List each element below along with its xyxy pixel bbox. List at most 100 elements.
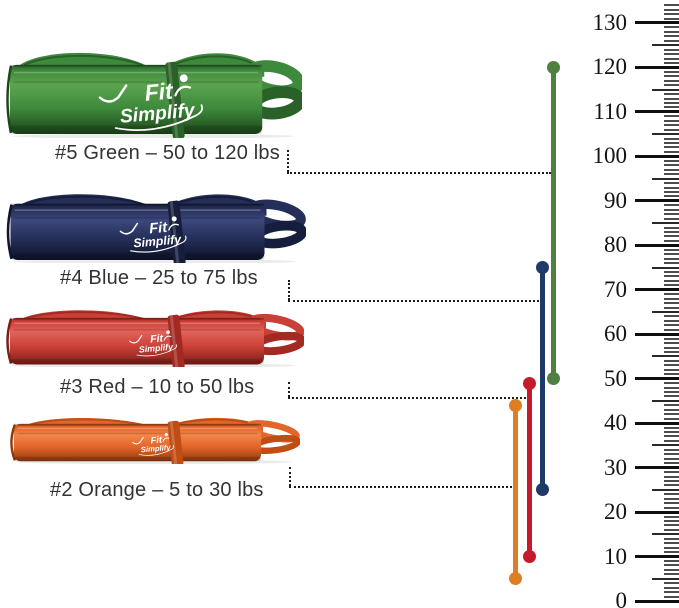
ruler-minor-tick [664,253,679,256]
logo-bird-icon [119,222,139,235]
ruler-number: 120 [592,54,628,80]
ruler-major-tick [635,199,679,203]
ruler-minor-tick [664,506,679,509]
range-endpoint-blue [535,483,549,497]
ruler-minor-tick [664,235,679,238]
range-endpoint-blue [535,261,549,275]
ruler-minor-tick [664,568,679,571]
ruler-minor-tick [664,546,679,549]
ruler-minor-tick [664,262,679,265]
range-line-green [550,67,556,379]
ruler-minor-tick [664,471,679,474]
ruler-minor-tick [664,573,679,576]
ruler-minor-tick [664,39,679,42]
ruler-minor-tick [664,257,679,260]
ruler-minor-tick [664,479,679,482]
ruler-minor-tick [664,359,679,362]
ruler-number: 100 [592,143,628,169]
ruler-minor-tick [664,595,679,598]
ruler-minor-tick [664,302,679,305]
leader-line-horizontal-orange [289,486,512,488]
ruler-minor-tick [664,586,679,589]
ruler-minor-tick [664,324,679,327]
ruler-minor-tick [664,502,679,505]
ruler-minor-tick [664,537,679,540]
logo-text-line2: Simplify [133,232,183,250]
range-endpoint-green [546,60,560,74]
range-endpoint-green [546,372,560,386]
ruler-minor-tick [664,395,679,398]
ruler-minor-tick [664,124,679,127]
ruler-minor-tick [664,426,679,429]
leader-line-vertical-orange [289,467,291,486]
logo-figure-icon [171,216,177,222]
ruler-medium-tick [652,266,679,269]
ruler-minor-tick [664,190,679,193]
ruler-minor-tick [664,79,679,82]
ruler-minor-tick [664,93,679,96]
leader-line-horizontal-blue [288,300,539,302]
product-label-green: #5 Green – 50 to 120 lbs [55,142,280,164]
ruler-minor-tick [664,484,679,487]
ruler-minor-tick [664,284,679,287]
ruler-medium-tick [652,222,679,225]
ruler-medium-tick [652,355,679,358]
ruler-minor-tick [664,204,679,207]
ruler-minor-tick [664,48,679,51]
logo-text-line1: Fit [144,77,176,105]
ruler-minor-tick [664,128,679,131]
ruler-minor-tick [664,453,679,456]
ruler-minor-tick [664,102,679,105]
ruler-minor-tick [664,364,679,367]
ruler-minor-tick [664,551,679,554]
ruler-minor-tick [664,564,679,567]
leader-line-horizontal-green [287,172,551,174]
ruler-minor-tick [664,542,679,545]
ruler-minor-tick [664,391,679,394]
ruler-minor-tick [664,559,679,562]
ruler-minor-tick [664,217,679,220]
ruler-minor-tick [664,582,679,585]
ruler-minor-tick [664,342,679,345]
ruler-medium-tick [652,444,679,447]
ruler-major-tick [635,154,679,158]
ruler-major-tick [635,21,679,25]
ruler-major-tick [635,288,679,292]
ruler-minor-tick [664,439,679,442]
ruler-minor-tick [664,137,679,140]
ruler-minor-tick [664,173,679,176]
ruler-minor-tick [664,8,679,11]
ruler-number: 130 [592,9,628,35]
ruler-major-tick [635,555,679,559]
ruler-minor-tick [664,515,679,518]
product-label-red: #3 Red – 10 to 50 lbs [60,376,255,398]
logo-text-line1: Fit [150,435,163,446]
ruler-minor-tick [664,448,679,451]
ruler-minor-tick [664,30,679,33]
ruler-major-tick [635,243,679,247]
range-endpoint-orange [508,398,522,412]
ruler-minor-tick [664,150,679,153]
ruler-minor-tick [664,275,679,278]
ruler-minor-tick [664,248,679,251]
ruler-minor-tick [664,26,679,29]
range-line-orange [512,405,518,579]
logo-figure-icon [164,432,168,437]
ruler-medium-tick [652,577,679,580]
leader-line-vertical-blue [288,280,290,300]
range-line-red [526,383,532,557]
ruler-minor-tick [664,337,679,340]
range-endpoint-red [522,376,536,390]
ruler-minor-tick [664,142,679,145]
ruler-minor-tick [664,17,679,20]
ruler-number: 0 [615,588,628,608]
ruler-minor-tick [664,57,679,60]
ruler-minor-tick [664,13,679,16]
ruler-minor-tick [664,146,679,149]
ruler-minor-tick [664,226,679,229]
range-endpoint-red [522,550,536,564]
ruler-minor-tick [664,230,679,233]
